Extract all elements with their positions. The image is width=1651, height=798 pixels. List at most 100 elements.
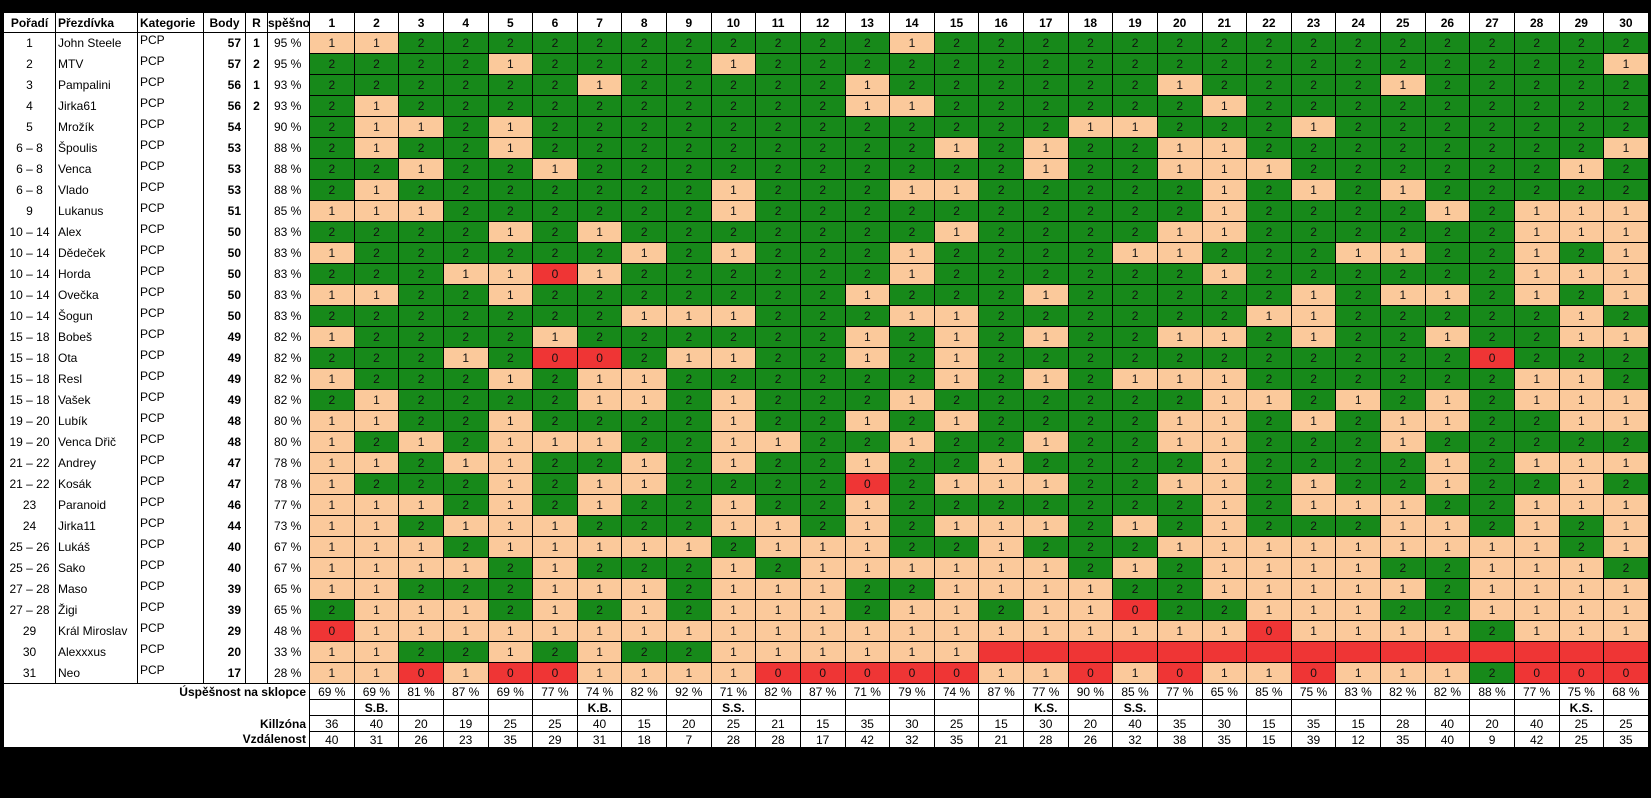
score-cell: 1 [621, 620, 667, 642]
score-cell: 2 [889, 347, 935, 369]
score-cell: 2 [1335, 53, 1381, 75]
score-cell [1246, 641, 1292, 663]
score-cell: 2 [844, 431, 891, 453]
score-cell: 2 [532, 452, 578, 474]
success-rate: 67 % [267, 557, 310, 579]
success-rate: 77 % [267, 494, 310, 516]
footer-cell: 31 [576, 731, 623, 748]
score-cell: 2 [621, 515, 667, 537]
round-header: 30 [1603, 12, 1649, 33]
rank: 9 [3, 200, 56, 222]
score-cell: 1 [844, 74, 891, 96]
score-cell: 2 [799, 515, 846, 537]
footer-cell [933, 699, 980, 716]
score-cell: 1 [1335, 662, 1381, 684]
score-cell: 0 [487, 662, 534, 684]
nickname: Resl [55, 368, 138, 390]
score-cell: 2 [532, 305, 578, 327]
r-value: 2 [245, 95, 268, 117]
nickname: MTV [55, 53, 138, 75]
footer-cell: 35 [487, 731, 534, 748]
round-header: 20 [1156, 12, 1203, 33]
score-cell: 1 [978, 452, 1024, 474]
score-cell: 2 [532, 368, 578, 390]
score-cell: 2 [1603, 305, 1649, 327]
score-cell: 1 [978, 536, 1024, 558]
score-cell: 1 [532, 536, 578, 558]
score-cell: 2 [1246, 200, 1292, 222]
score-cell: 1 [1513, 242, 1560, 264]
score-cell: 1 [442, 599, 489, 621]
score-cell: 2 [1558, 32, 1605, 54]
score-cell: 2 [1156, 515, 1203, 537]
score-cell: 2 [1380, 32, 1426, 54]
score-cell: 2 [666, 242, 712, 264]
score-cell: 2 [1335, 410, 1381, 432]
score-cell: 2 [1335, 305, 1381, 327]
score-cell: 2 [978, 326, 1024, 348]
score-cell: 1 [487, 368, 534, 390]
score-cell: 2 [1335, 200, 1381, 222]
score-cell: 2 [978, 179, 1024, 201]
score-cell [1603, 641, 1649, 663]
score-cell: 2 [889, 536, 935, 558]
nickname: Kosák [55, 473, 138, 495]
score-cell: 1 [1424, 200, 1471, 222]
score-cell: 2 [1513, 137, 1560, 159]
score-cell: 2 [978, 599, 1024, 621]
score-cell: 2 [442, 137, 489, 159]
score-cell: 2 [398, 347, 444, 369]
score-cell: 1 [353, 389, 400, 411]
rank: 10 – 14 [3, 221, 56, 243]
round-header: 9 [666, 12, 712, 33]
score-cell: 2 [1246, 263, 1292, 285]
score-cell: 2 [1380, 116, 1426, 138]
score-cell: 1 [576, 578, 623, 600]
score-cell: 2 [889, 53, 935, 75]
score-cell: 1 [1246, 158, 1292, 180]
score-cell: 2 [1112, 74, 1158, 96]
score-cell: 2 [666, 263, 712, 285]
score-cell: 2 [889, 116, 935, 138]
score-cell: 1 [1023, 620, 1069, 642]
footer-cell: 26 [1067, 731, 1114, 748]
footer-cell: 20 [1469, 715, 1515, 732]
score-cell: 2 [799, 53, 846, 75]
score-cell: 2 [1290, 95, 1337, 117]
score-cell: 1 [1290, 557, 1337, 579]
score-cell: 1 [1424, 473, 1471, 495]
score-cell: 2 [1023, 200, 1069, 222]
round-header: 3 [398, 12, 444, 33]
footer-cell: 30 [889, 715, 935, 732]
score-cell: 2 [309, 74, 355, 96]
points: 49 [203, 389, 246, 411]
score-cell: 2 [755, 284, 801, 306]
points: 47 [203, 452, 246, 474]
rank: 19 – 20 [3, 431, 56, 453]
score-cell: 2 [755, 74, 801, 96]
score-cell: 2 [844, 242, 891, 264]
score-cell: 1 [1067, 116, 1114, 138]
score-cell: 1 [309, 641, 355, 663]
score-cell: 2 [1469, 326, 1515, 348]
footer-cell [978, 699, 1024, 716]
rank: 27 – 28 [3, 599, 56, 621]
score-cell: 2 [978, 95, 1024, 117]
score-cell: 1 [576, 389, 623, 411]
score-cell: 2 [755, 347, 801, 369]
score-cell: 1 [1246, 662, 1292, 684]
footer-cell: 85 % [1246, 683, 1292, 700]
footer-cell: 31 [353, 731, 400, 748]
score-cell: 2 [442, 179, 489, 201]
score-cell: 1 [621, 536, 667, 558]
score-cell: 1 [442, 620, 489, 642]
score-cell: 2 [1067, 221, 1114, 243]
score-cell: 1 [799, 536, 846, 558]
score-cell: 1 [710, 662, 757, 684]
score-cell: 1 [487, 515, 534, 537]
score-cell: 2 [1558, 515, 1605, 537]
score-cell: 1 [487, 452, 534, 474]
score-cell: 2 [532, 116, 578, 138]
score-cell: 2 [933, 74, 980, 96]
score-cell: 1 [844, 326, 891, 348]
